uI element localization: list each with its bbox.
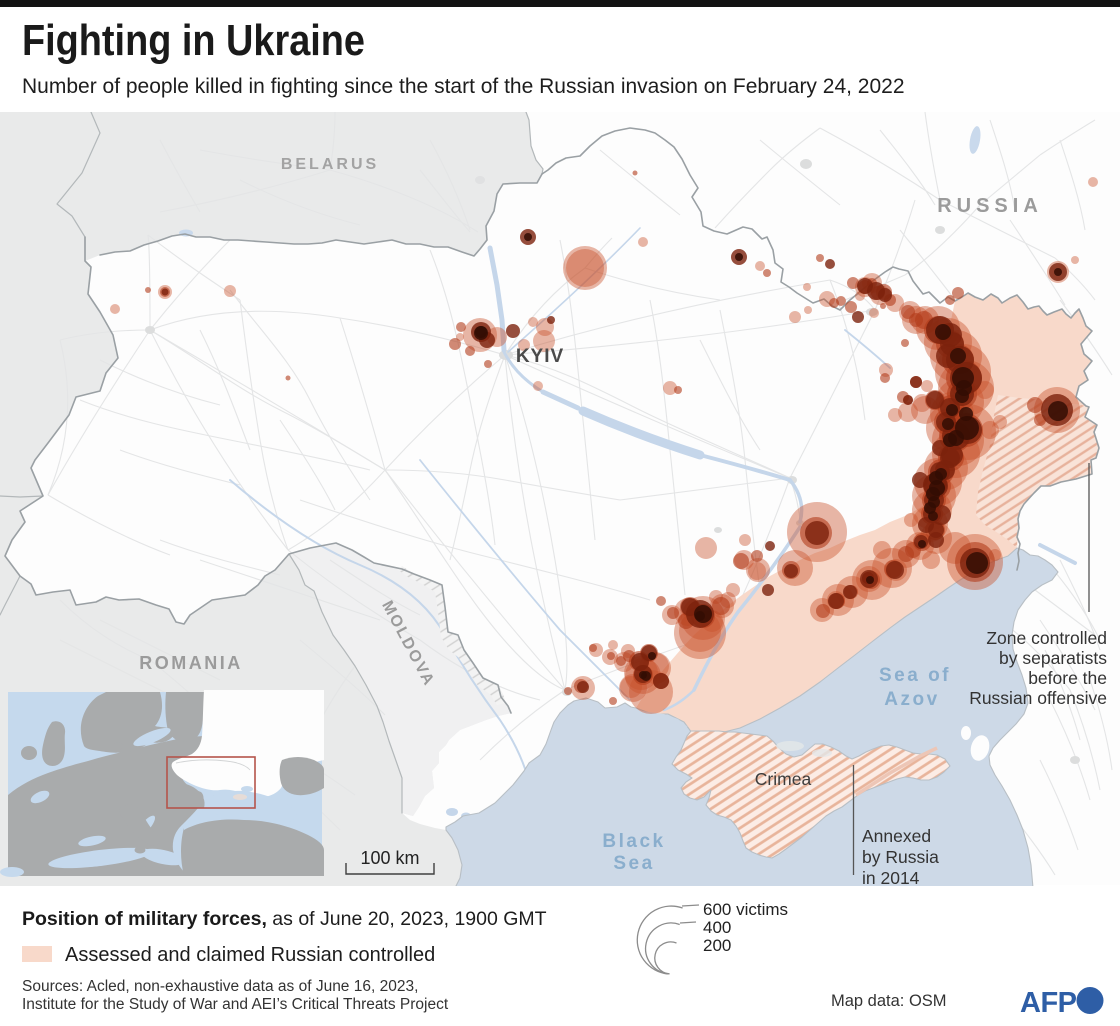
svg-text:RUSSIA: RUSSIA xyxy=(937,195,1043,217)
svg-text:Black: Black xyxy=(602,831,665,852)
svg-text:Sea of: Sea of xyxy=(879,665,951,686)
svg-text:Sources: Acled, non-exhaustive: Sources: Acled, non-exhaustive data as o… xyxy=(22,978,418,995)
svg-text:Fighting in Ukraine: Fighting in Ukraine xyxy=(22,16,365,65)
svg-text:KYIV: KYIV xyxy=(516,346,564,367)
svg-text:Azov: Azov xyxy=(884,689,939,710)
svg-text:before the: before the xyxy=(1028,668,1107,688)
svg-text:by separatists: by separatists xyxy=(999,648,1107,668)
svg-text:Number of people killed in fig: Number of people killed in fighting sinc… xyxy=(22,75,905,98)
svg-text:ROMANIA: ROMANIA xyxy=(139,653,243,673)
svg-text:Institute for the Study of War: Institute for the Study of War and AEI’s… xyxy=(22,996,449,1013)
svg-text:Crimea: Crimea xyxy=(755,769,812,789)
svg-text:Russian offensive: Russian offensive xyxy=(969,688,1107,708)
svg-text:in 2014: in 2014 xyxy=(862,868,920,888)
svg-text:Position of military forces, a: Position of military forces, as of June … xyxy=(22,908,547,930)
svg-text:Map data: OSM: Map data: OSM xyxy=(831,992,947,1010)
svg-text:100 km: 100 km xyxy=(360,848,419,868)
svg-text:Zone controlled: Zone controlled xyxy=(986,628,1107,648)
svg-text:Sea: Sea xyxy=(613,853,654,874)
svg-text:200: 200 xyxy=(703,936,731,955)
svg-text:Annexed: Annexed xyxy=(862,826,931,846)
svg-text:by Russia: by Russia xyxy=(862,847,939,867)
svg-text:600 victims: 600 victims xyxy=(703,900,788,919)
svg-text:Assessed and claimed Russian c: Assessed and claimed Russian controlled xyxy=(65,944,435,966)
svg-text:BELARUS: BELARUS xyxy=(281,156,379,173)
svg-text:400: 400 xyxy=(703,918,731,937)
svg-text:AFP: AFP xyxy=(1020,987,1077,1019)
